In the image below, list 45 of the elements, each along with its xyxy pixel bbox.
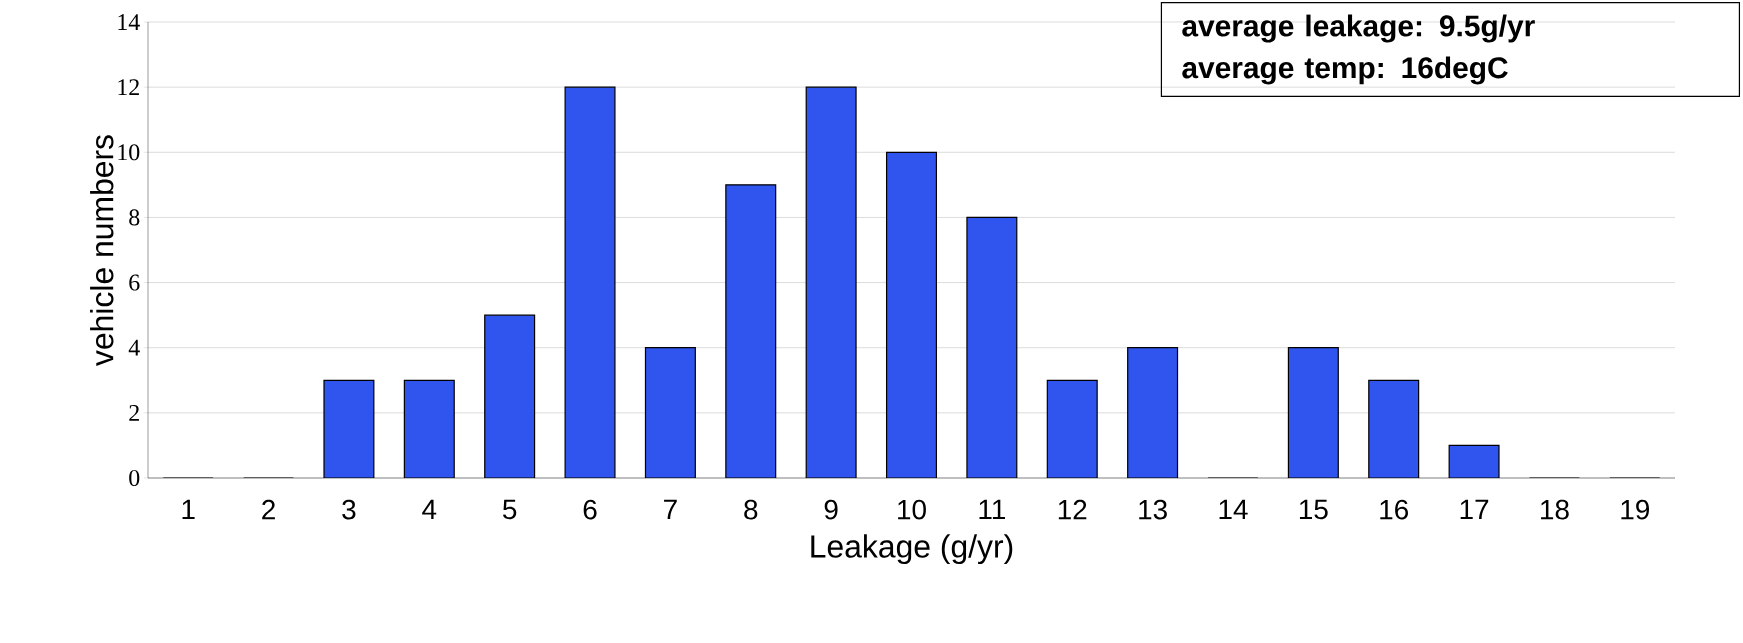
bar <box>885 151 938 478</box>
bar <box>403 379 455 478</box>
bar <box>805 86 857 478</box>
y-tick-label: 6 <box>129 274 140 291</box>
bar <box>564 86 616 478</box>
x-tick-label: 16 <box>1380 499 1408 520</box>
y-tick-label: 12 <box>118 79 139 96</box>
x-tick-label: 15 <box>1299 499 1328 520</box>
x-tick-label: 10 <box>898 499 926 520</box>
y-tick-label: 4 <box>128 339 140 356</box>
x-tick-label: 12 <box>1058 499 1087 520</box>
x-tick-label: 17 <box>1460 499 1489 519</box>
x-tick-label: 8 <box>744 499 758 520</box>
annotation: average leakage: 9.5g/yr <box>1182 14 1535 43</box>
y-tick-label: 0 <box>129 469 140 487</box>
x-tick-label: 14 <box>1219 499 1248 519</box>
bar <box>1046 379 1098 478</box>
y-axis-title: vehicle numbers <box>90 135 114 366</box>
bar <box>1127 347 1179 478</box>
bar <box>323 379 375 478</box>
bar <box>644 347 696 478</box>
x-tick-label: 11 <box>979 499 1005 519</box>
y-tick-label: 2 <box>129 404 139 421</box>
x-axis-title: Leakage (g/yr) <box>811 534 1013 565</box>
x-tick-label: 4 <box>422 499 437 519</box>
x-tick-label: 1 <box>182 499 195 519</box>
x-tick-label: 19 <box>1621 499 1649 520</box>
x-tick-label: 7 <box>664 499 677 519</box>
x-tick-label: 6 <box>583 499 597 520</box>
bar <box>484 314 536 478</box>
x-tick-label: 18 <box>1541 499 1569 520</box>
bar <box>1448 444 1500 478</box>
x-tick-label: 13 <box>1139 499 1167 520</box>
x-tick-label: 2 <box>262 499 275 520</box>
annotation: average temp: 16degC <box>1182 56 1508 85</box>
bar <box>1368 379 1420 478</box>
y-tick-label: 10 <box>118 144 140 161</box>
bar <box>1287 347 1339 478</box>
x-tick-label: 3 <box>342 499 356 520</box>
bar <box>725 184 777 478</box>
x-tick-label: 5 <box>503 499 517 520</box>
x-tick-label: 9 <box>824 499 838 520</box>
y-tick-label: 14 <box>118 14 140 30</box>
y-tick-label: 8 <box>129 209 140 226</box>
bar <box>966 216 1018 478</box>
